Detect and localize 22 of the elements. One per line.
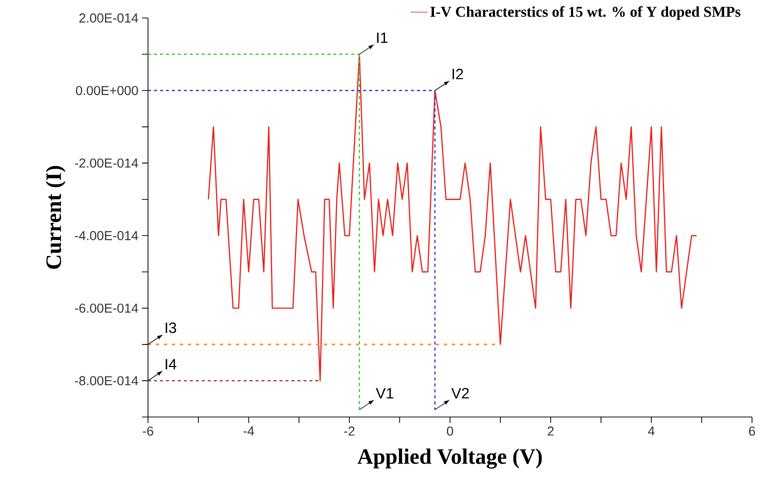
- x-axis-title: Applied Voltage (V): [357, 448, 542, 469]
- y-axis-title: Current (I): [46, 166, 66, 269]
- annotation: I2: [452, 68, 463, 80]
- annotation: I4: [166, 359, 176, 370]
- legend-label: I-V Characterstics of 15 wt. % of Y doped SMPs: [430, 6, 740, 20]
- y-tick-label: -4.00E-014: [74, 231, 138, 240]
- annotation: V1: [376, 388, 394, 398]
- y-tick-label: -6.00E-014: [74, 304, 138, 313]
- x-tick-label: -6: [142, 426, 154, 436]
- annotation: I1: [377, 32, 388, 43]
- y-tick-label: 0.00E+000: [76, 86, 138, 96]
- x-tick-label: 6: [749, 426, 756, 436]
- x-tick-label: -2: [344, 426, 354, 436]
- y-tick-label: -2.00E-014: [74, 158, 138, 168]
- annotation: I3: [166, 322, 176, 334]
- y-tick-label: -8.00E-014: [74, 376, 138, 386]
- x-tick-label: -4: [243, 426, 254, 436]
- annotation: V2: [451, 388, 469, 398]
- x-tick-label: 0: [446, 426, 454, 436]
- x-tick-label: 2: [548, 426, 554, 436]
- x-tick-label: 4: [648, 426, 655, 436]
- y-tick-label: 2.00E-014: [79, 13, 138, 23]
